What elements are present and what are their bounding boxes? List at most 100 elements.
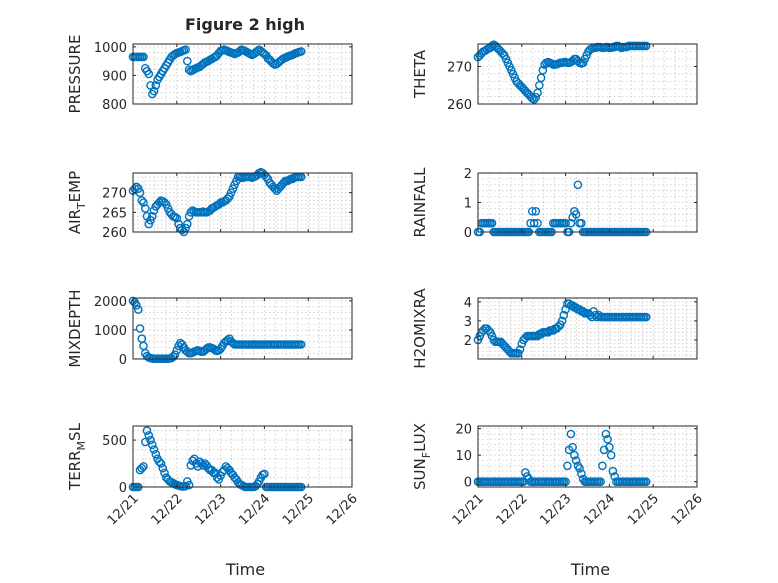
y-axis-label: RAINFALL <box>411 167 429 238</box>
data-point <box>566 429 576 439</box>
data-point <box>529 95 539 104</box>
data-point <box>146 435 155 445</box>
figure-title: Figure 2 high <box>185 15 305 34</box>
subplot-7: 0 500 12/21 12/22 12/23 12/24 12/25 12/26 TERRMS… <box>66 422 361 579</box>
data-point <box>487 218 497 228</box>
y-tick-label: 900 <box>102 69 127 84</box>
data-point <box>575 464 584 473</box>
x-tick-label: 12/21 <box>105 491 142 528</box>
axes-box <box>477 43 698 105</box>
x-tick-label: 12/26 <box>669 491 706 528</box>
x-tick-label: 12/24 <box>581 491 618 528</box>
x-tick-label: 12/21 <box>450 491 487 528</box>
y-tick-label: 4 <box>464 296 472 311</box>
y-tick-label: 500 <box>102 434 127 449</box>
data-point <box>196 459 206 468</box>
data-point <box>149 86 159 96</box>
y-axis-label: THETA <box>411 49 429 99</box>
data-point <box>184 480 194 490</box>
y-axis-label: SUNFLUX <box>411 423 433 490</box>
subplot-2: 260 270 THETA <box>411 40 698 113</box>
y-tick-label: 10 <box>455 449 472 464</box>
data-point <box>608 466 618 476</box>
y-tick-label: 20 <box>455 423 472 438</box>
data-point <box>641 477 651 487</box>
data-point <box>571 209 581 219</box>
data-point <box>142 426 152 436</box>
data-point <box>531 206 541 216</box>
x-tick-label: 12/23 <box>537 491 574 528</box>
data-point <box>144 69 154 79</box>
y-tick-label: 1000 <box>94 41 127 56</box>
data-point <box>137 196 147 205</box>
data-point <box>577 469 586 479</box>
data-point <box>641 312 651 322</box>
data-point <box>601 429 611 439</box>
data-point <box>253 46 262 56</box>
data-point <box>533 218 542 228</box>
data-point <box>161 200 171 209</box>
subplot-6: 2 3 4 H2OMIXRA <box>411 288 698 369</box>
y-axis-label: PRESSURE <box>66 35 84 114</box>
data-point <box>158 463 168 473</box>
x-tick-label: 12/25 <box>280 491 317 528</box>
data-point <box>559 310 569 320</box>
y-tick-label: 0 <box>119 481 127 496</box>
y-tick-label: 2 <box>464 167 472 182</box>
data-point <box>181 481 190 491</box>
subplot-3: 260 265 270 AIRTEMP <box>66 167 353 241</box>
data-point <box>139 198 148 207</box>
data-point <box>135 188 145 197</box>
plot-area <box>478 426 697 487</box>
data-point <box>154 457 164 467</box>
y-tick-label: 265 <box>102 206 127 221</box>
data-point <box>573 180 583 190</box>
data-point <box>147 211 157 221</box>
data-point <box>568 442 577 452</box>
data-point <box>170 350 180 359</box>
data-point <box>561 218 570 228</box>
subplot-1: 800 900 1000 PRESSURE <box>66 35 353 114</box>
data-point <box>140 204 150 213</box>
x-axis-label: Time <box>225 560 265 579</box>
data-point <box>149 445 159 454</box>
axes-box <box>477 425 698 488</box>
y-tick-label: 270 <box>447 61 472 76</box>
data-point <box>515 345 525 354</box>
y-tick-label: 260 <box>102 226 127 241</box>
x-tick-label: 12/23 <box>192 491 229 528</box>
subplot-8: 0 10 20 12/21 12/22 12/23 12/24 12/25 12/26 SUNFL… <box>411 423 706 579</box>
y-tick-label: 2000 <box>94 295 127 310</box>
data-point <box>144 219 154 229</box>
axes-box <box>132 172 353 233</box>
plot-area <box>133 298 352 359</box>
data-point <box>538 66 548 75</box>
x-tick-label: 12/24 <box>236 491 273 528</box>
data-point <box>566 218 576 228</box>
data-point <box>133 305 143 314</box>
data-point <box>531 92 541 102</box>
y-tick-label: 2 <box>464 334 472 349</box>
data-point <box>156 459 166 468</box>
x-tick-label: 12/22 <box>149 491 186 528</box>
data-point <box>529 218 539 228</box>
data-point <box>270 184 280 193</box>
data-point <box>226 188 236 197</box>
y-tick-label: 1000 <box>94 324 127 339</box>
x-axis-label: Time <box>570 560 610 579</box>
data-point <box>606 450 616 460</box>
y-tick-label: 0 <box>464 476 472 491</box>
y-axis-label: TERRMSL <box>66 422 88 491</box>
data-point <box>570 450 579 460</box>
axes-box <box>132 297 353 360</box>
data-point <box>296 340 306 349</box>
data-point <box>181 45 190 55</box>
data-point <box>605 442 614 452</box>
data-point <box>151 81 161 90</box>
data-point <box>487 41 497 51</box>
x-tick-label: 12/26 <box>324 491 361 528</box>
data-point <box>172 213 182 223</box>
data-point <box>577 218 586 228</box>
